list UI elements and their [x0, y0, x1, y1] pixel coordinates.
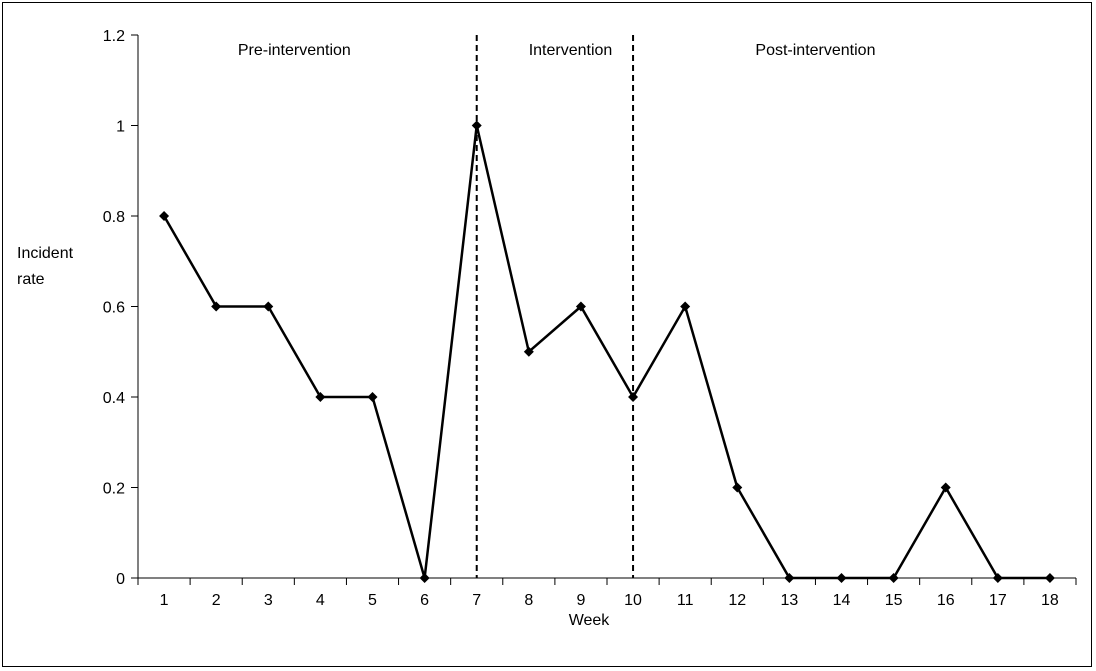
phase-label: Post-intervention	[755, 42, 875, 59]
data-point	[159, 211, 170, 221]
x-tick-label: 12	[728, 592, 746, 609]
x-tick-label: 17	[989, 592, 1007, 609]
data-point	[211, 301, 222, 312]
data-point	[940, 482, 951, 493]
x-tick-label: 3	[264, 592, 273, 609]
x-tick-label: 7	[472, 592, 481, 609]
series	[159, 120, 1055, 583]
x-tick-label: 5	[368, 592, 377, 609]
series-line	[162, 125, 1050, 580]
data-point	[575, 301, 586, 312]
x-tick-label: 1	[160, 592, 169, 609]
labels: 00.20.40.60.811.21 2 3 4 5 6 7 8 9 10 11 12 13 14 15 16…	[17, 28, 1059, 629]
data-point	[888, 573, 899, 583]
data-point	[992, 573, 1003, 583]
data-point	[732, 482, 743, 493]
x-tick-label: 16	[937, 592, 955, 609]
x-tick-label: 15	[885, 592, 903, 609]
y-axis-title-line-2: rate	[17, 271, 45, 288]
x-tick-label: 13	[780, 592, 798, 609]
phase-label: Intervention	[529, 42, 613, 59]
data-point	[628, 392, 639, 402]
data-point	[471, 120, 482, 131]
data-point	[263, 301, 274, 312]
x-tick-label: 9	[576, 592, 585, 609]
y-tick-label: 1.2	[103, 28, 125, 45]
data-point	[836, 573, 847, 583]
y-tick-label: 0	[116, 571, 125, 588]
y-tick-label: 0.2	[103, 481, 125, 498]
x-tick-label: 18	[1041, 592, 1059, 609]
data-point	[784, 573, 795, 583]
y-axis-title-line-1: Incident	[17, 245, 74, 262]
data-point	[367, 392, 378, 402]
phase-dividers	[475, 35, 635, 578]
x-tick-label: 6	[420, 592, 429, 609]
x-tick-label: 10	[624, 592, 642, 609]
data-point	[1044, 573, 1055, 583]
y-tick-label: 0.8	[103, 209, 125, 226]
axes	[131, 34, 1077, 585]
x-tick-label: 8	[524, 592, 533, 609]
y-tick-label: 1	[116, 119, 125, 136]
x-axis-title: Week	[569, 612, 611, 629]
x-tick-label: 11	[677, 592, 694, 609]
x-tick-label: 4	[316, 592, 325, 609]
x-tick-label: 14	[833, 592, 851, 609]
data-point	[680, 301, 691, 312]
data-point	[523, 346, 534, 357]
phase-label: Pre-intervention	[238, 42, 351, 59]
y-tick-label: 0.6	[103, 300, 125, 317]
x-tick-label: 2	[212, 592, 221, 609]
data-point	[419, 573, 430, 583]
y-tick-label: 0.4	[103, 390, 125, 407]
data-point	[315, 392, 326, 402]
